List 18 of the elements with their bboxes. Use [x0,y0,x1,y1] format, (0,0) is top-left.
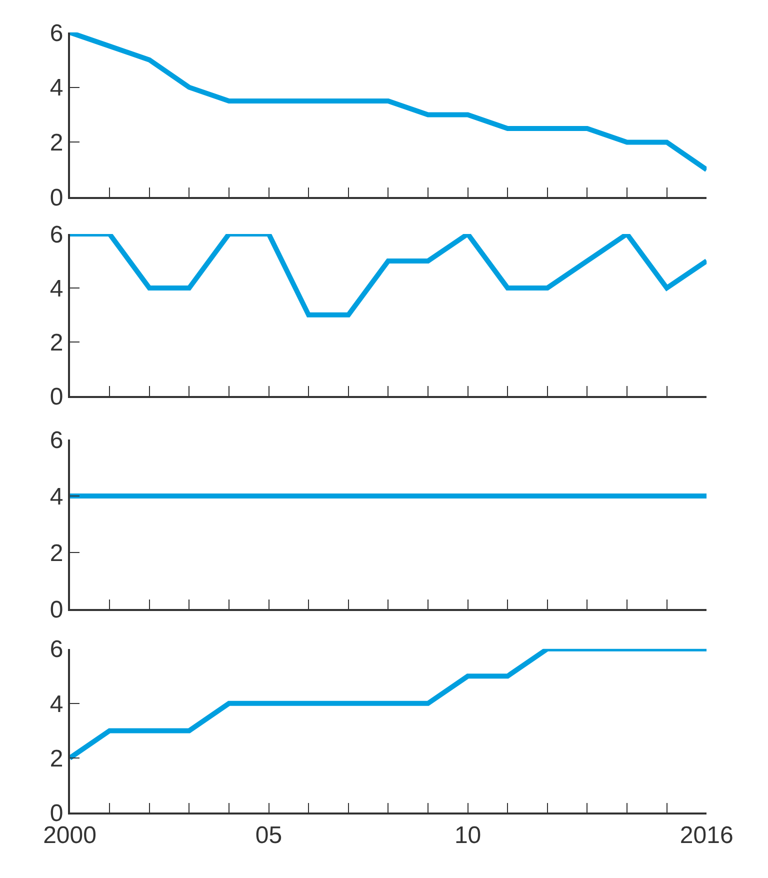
y-tick-label: 0 [50,383,64,410]
y-tick-label: 0 [50,184,64,212]
y-tick-label: 2 [50,329,64,356]
y-tick-label: 2 [50,130,64,157]
y-tick-label: 4 [50,483,64,510]
y-tick-label: 6 [50,426,64,454]
y-tick-label: 6 [50,20,64,47]
y-tick-label: 4 [50,275,64,302]
y-tick-label: 4 [50,690,64,718]
y-tick-label: 6 [50,221,64,248]
y-tick-label: 6 [50,636,64,664]
y-tick-label: 2 [50,540,64,567]
y-tick-label: 0 [50,596,64,624]
y-tick-label: 4 [50,74,64,102]
x-tick-label: 05 [255,822,282,850]
x-tick-label: 10 [454,822,482,850]
x-tick-label: 2016 [680,822,734,850]
y-tick-label: 2 [50,745,64,772]
